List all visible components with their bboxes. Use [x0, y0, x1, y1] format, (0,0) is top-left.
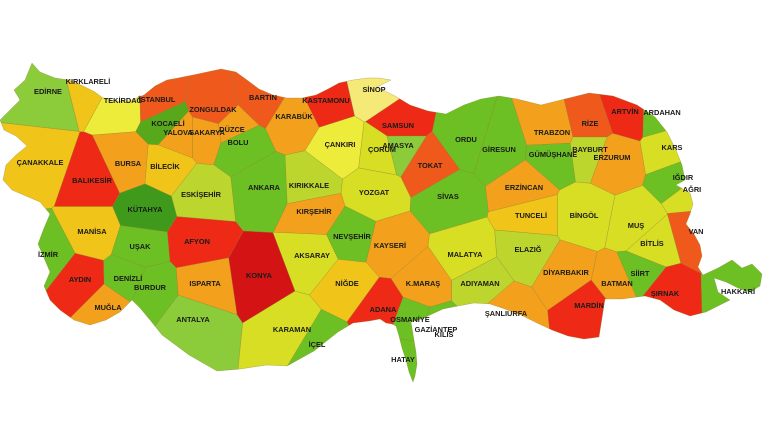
- svg-text:BİTLİS: BİTLİS: [640, 239, 663, 248]
- svg-text:ANTALYA: ANTALYA: [176, 315, 210, 324]
- svg-text:ELAZIĞ: ELAZIĞ: [514, 245, 541, 254]
- svg-text:SİNOP: SİNOP: [363, 85, 386, 94]
- svg-text:BURSA: BURSA: [115, 159, 142, 168]
- svg-text:AĞRI: AĞRI: [683, 185, 701, 194]
- svg-text:KAYSERİ: KAYSERİ: [374, 241, 406, 250]
- svg-text:ANKARA: ANKARA: [248, 183, 281, 192]
- svg-text:NİĞDE: NİĞDE: [335, 279, 358, 288]
- svg-text:KARABÜK: KARABÜK: [275, 112, 313, 121]
- svg-text:MUĞLA: MUĞLA: [94, 303, 122, 312]
- svg-text:ERZURUM: ERZURUM: [594, 153, 631, 162]
- svg-text:K.MARAŞ: K.MARAŞ: [406, 279, 441, 288]
- svg-text:MANİSA: MANİSA: [77, 227, 107, 236]
- svg-text:KOCAELİ: KOCAELİ: [151, 119, 184, 128]
- svg-text:KASTAMONU: KASTAMONU: [302, 96, 350, 105]
- svg-text:BALIKESİR: BALIKESİR: [72, 176, 112, 185]
- svg-text:DİYARBAKIR: DİYARBAKIR: [543, 268, 589, 277]
- svg-text:BİLECİK: BİLECİK: [150, 162, 180, 171]
- svg-text:KİLİS: KİLİS: [435, 330, 454, 339]
- svg-text:TEKİRDAĞ: TEKİRDAĞ: [104, 96, 143, 105]
- svg-text:BOLU: BOLU: [228, 138, 249, 147]
- svg-text:BİNGÖL: BİNGÖL: [570, 211, 599, 220]
- svg-text:BATMAN: BATMAN: [601, 279, 632, 288]
- svg-text:ÇANAKKALE: ÇANAKKALE: [17, 158, 64, 167]
- svg-text:KONYA: KONYA: [246, 271, 273, 280]
- svg-text:HATAY: HATAY: [391, 355, 415, 364]
- svg-text:SİVAS: SİVAS: [437, 192, 459, 201]
- svg-text:KIRŞEHİR: KIRŞEHİR: [296, 207, 332, 216]
- svg-text:KARS: KARS: [662, 143, 683, 152]
- svg-text:KIRKLARELİ: KIRKLARELİ: [66, 77, 111, 86]
- svg-text:ORDU: ORDU: [455, 135, 477, 144]
- svg-text:HAKKARİ: HAKKARİ: [721, 287, 755, 296]
- svg-text:OSMANİYE: OSMANİYE: [390, 315, 429, 324]
- svg-text:AMASYA: AMASYA: [382, 141, 414, 150]
- svg-text:DÜZCE: DÜZCE: [219, 125, 245, 134]
- svg-text:MUŞ: MUŞ: [628, 221, 644, 230]
- svg-text:KARAMAN: KARAMAN: [273, 325, 311, 334]
- svg-text:TOKAT: TOKAT: [418, 161, 443, 170]
- svg-text:ŞIRNAK: ŞIRNAK: [651, 289, 680, 298]
- svg-text:VAN: VAN: [688, 227, 703, 236]
- svg-text:YOZGAT: YOZGAT: [359, 188, 390, 197]
- svg-text:ISPARTA: ISPARTA: [189, 279, 221, 288]
- svg-text:ŞANLIURFA: ŞANLIURFA: [485, 309, 528, 318]
- svg-text:ADIYAMAN: ADIYAMAN: [460, 279, 499, 288]
- svg-text:AKSARAY: AKSARAY: [294, 251, 330, 260]
- svg-text:TUNCELİ: TUNCELİ: [515, 211, 547, 220]
- svg-text:TRABZON: TRABZON: [534, 128, 570, 137]
- svg-text:AFYON: AFYON: [184, 237, 210, 246]
- svg-text:ESKİŞEHİR: ESKİŞEHİR: [181, 190, 221, 199]
- svg-text:ARDAHAN: ARDAHAN: [643, 108, 680, 117]
- svg-text:ERZİNCAN: ERZİNCAN: [505, 183, 543, 192]
- svg-text:İÇEL: İÇEL: [309, 340, 326, 349]
- svg-text:UŞAK: UŞAK: [130, 242, 152, 251]
- svg-text:ÇANKIRI: ÇANKIRI: [325, 140, 356, 149]
- svg-text:BURDUR: BURDUR: [134, 283, 167, 292]
- svg-text:GİRESUN: GİRESUN: [482, 145, 516, 154]
- svg-text:BARTIN: BARTIN: [249, 93, 277, 102]
- svg-text:MARDİN: MARDİN: [574, 301, 604, 310]
- svg-text:SİİRT: SİİRT: [631, 269, 650, 278]
- svg-text:AYDIN: AYDIN: [69, 275, 91, 284]
- svg-text:RİZE: RİZE: [582, 119, 599, 128]
- svg-text:ADANA: ADANA: [370, 305, 397, 314]
- svg-text:SAMSUN: SAMSUN: [382, 121, 414, 130]
- svg-text:DENİZLİ: DENİZLİ: [114, 274, 143, 283]
- svg-text:ARTVİN: ARTVİN: [611, 107, 639, 116]
- svg-text:ZONGULDAK: ZONGULDAK: [189, 105, 237, 114]
- svg-text:IĞDIR: IĞDIR: [673, 173, 694, 182]
- svg-text:İZMİR: İZMİR: [38, 250, 59, 259]
- svg-text:İSTANBUL: İSTANBUL: [139, 95, 176, 104]
- svg-text:MALATYA: MALATYA: [448, 250, 484, 259]
- svg-text:EDİRNE: EDİRNE: [34, 87, 62, 96]
- svg-text:KÜTAHYA: KÜTAHYA: [128, 205, 164, 214]
- svg-text:NEVŞEHİR: NEVŞEHİR: [333, 232, 371, 241]
- svg-text:KIRIKKALE: KIRIKKALE: [289, 181, 329, 190]
- svg-text:GÜMÜŞHANE: GÜMÜŞHANE: [529, 150, 578, 159]
